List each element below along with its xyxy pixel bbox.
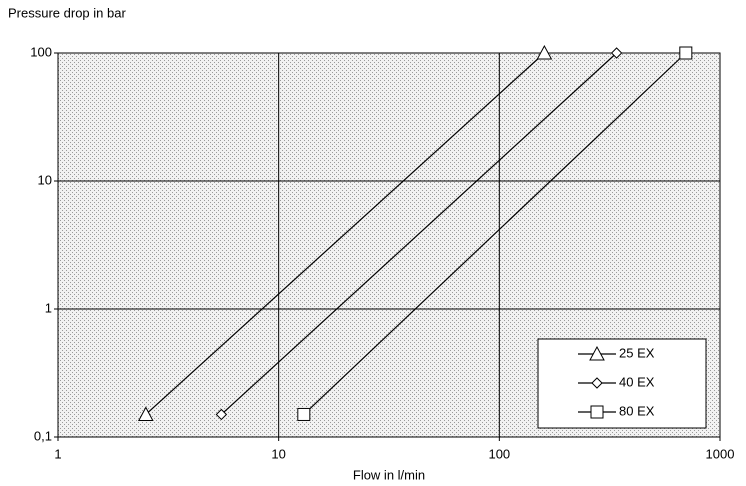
x-tick-label: 100: [488, 446, 510, 461]
marker: [137, 406, 154, 421]
y-tick-label: 0,1: [34, 428, 52, 443]
legend-box: [537, 338, 707, 429]
x-tick-label: 1: [54, 446, 61, 461]
y-tick-label: 100: [30, 44, 52, 59]
legend-label: 80 EX: [619, 403, 655, 418]
legend-marker: [589, 345, 605, 361]
chart-title: Pressure drop in bar: [8, 5, 126, 20]
marker: [610, 47, 623, 59]
series-line: [220, 52, 618, 415]
y-tick-label: 1: [45, 300, 52, 315]
marker: [679, 46, 693, 60]
marker: [297, 407, 311, 421]
x-tick-label: 1000: [706, 446, 735, 461]
legend-marker: [590, 405, 604, 419]
marker: [215, 408, 228, 421]
x-axis-label: Flow in l/min: [353, 467, 425, 482]
x-tick-label: 10: [271, 446, 285, 461]
series-line: [145, 52, 545, 415]
legend-marker: [591, 377, 603, 389]
legend-label: 40 EX: [619, 374, 655, 389]
series-line: [303, 52, 687, 415]
legend-label: 25 EX: [619, 345, 655, 360]
marker: [536, 44, 553, 60]
y-tick-label: 10: [38, 172, 52, 187]
